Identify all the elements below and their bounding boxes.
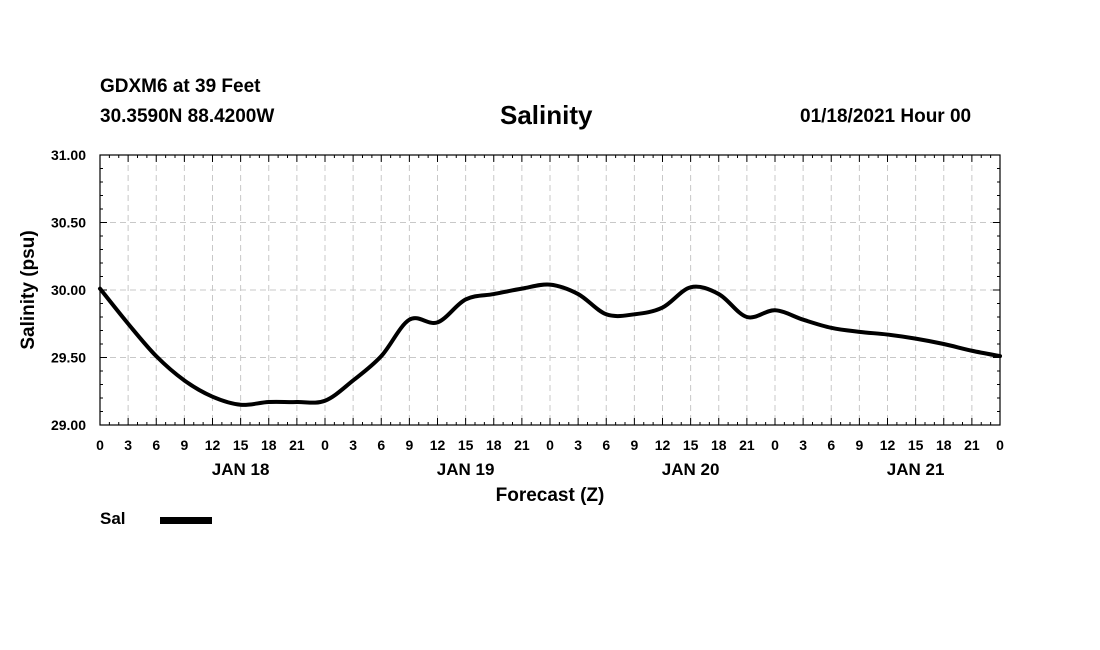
salinity-series-line bbox=[98, 282, 1002, 407]
y-tick-label: 29.00 bbox=[51, 417, 86, 433]
x-tick-label: 15 bbox=[683, 437, 699, 453]
x-tick-label: 0 bbox=[546, 437, 554, 453]
x-tick-label: 12 bbox=[205, 437, 221, 453]
y-tick-label: 30.00 bbox=[51, 282, 86, 298]
x-tick-label: 0 bbox=[771, 437, 779, 453]
x-tick-label: 18 bbox=[486, 437, 502, 453]
grid-lines bbox=[100, 155, 1000, 425]
legend-label: Sal bbox=[100, 509, 126, 528]
station-label: GDXM6 at 39 Feet bbox=[100, 76, 261, 97]
x-tick-label: 18 bbox=[261, 437, 277, 453]
y-axis-title: Salinity (psu) bbox=[18, 230, 39, 349]
x-tick-label: 21 bbox=[289, 437, 305, 453]
day-label: JAN 19 bbox=[437, 460, 495, 479]
x-tick-label: 3 bbox=[799, 437, 807, 453]
x-tick-label: 9 bbox=[405, 437, 413, 453]
day-label: JAN 18 bbox=[212, 460, 270, 479]
x-tick-label: 15 bbox=[233, 437, 249, 453]
x-tick-label: 6 bbox=[827, 437, 835, 453]
x-tick-label: 21 bbox=[964, 437, 980, 453]
y-tick-label: 31.00 bbox=[51, 147, 86, 163]
forecast-datetime: 01/18/2021 Hour 00 bbox=[800, 106, 972, 127]
x-tick-label: 15 bbox=[458, 437, 474, 453]
chart-title: Salinity bbox=[500, 100, 593, 130]
x-tick-label: 6 bbox=[602, 437, 610, 453]
x-tick-label: 15 bbox=[908, 437, 924, 453]
x-tick-label: 6 bbox=[152, 437, 160, 453]
x-axis-title: Forecast (Z) bbox=[496, 485, 605, 506]
x-tick-label: 3 bbox=[124, 437, 132, 453]
x-tick-label: 18 bbox=[711, 437, 727, 453]
x-tick-label: 12 bbox=[880, 437, 896, 453]
x-tick-label: 0 bbox=[96, 437, 104, 453]
x-tick-label: 6 bbox=[377, 437, 385, 453]
y-tick-label: 30.50 bbox=[51, 215, 86, 231]
x-tick-label: 9 bbox=[630, 437, 638, 453]
station-coordinates: 30.3590N 88.4200W bbox=[100, 106, 275, 127]
x-tick-label: 21 bbox=[514, 437, 530, 453]
x-tick-label: 18 bbox=[936, 437, 952, 453]
x-tick-label: 0 bbox=[321, 437, 329, 453]
x-tick-label: 9 bbox=[180, 437, 188, 453]
axis-tick-labels: 0 3 6 9 12 15 18 21 0 3 6 9 12 15 18 21 0 3 6 9 12 15 18 21 0 3 6 9… bbox=[51, 147, 1004, 479]
x-tick-label: 12 bbox=[430, 437, 446, 453]
x-tick-label: 21 bbox=[739, 437, 755, 453]
x-tick-label: 0 bbox=[996, 437, 1004, 453]
x-tick-label: 9 bbox=[855, 437, 863, 453]
day-label: JAN 21 bbox=[887, 460, 945, 479]
x-tick-label: 12 bbox=[655, 437, 671, 453]
x-tick-label: 3 bbox=[574, 437, 582, 453]
legend-line-swatch bbox=[160, 517, 212, 524]
x-tick-label: 3 bbox=[349, 437, 357, 453]
day-label: JAN 20 bbox=[662, 460, 720, 479]
y-tick-label: 29.50 bbox=[51, 350, 86, 366]
